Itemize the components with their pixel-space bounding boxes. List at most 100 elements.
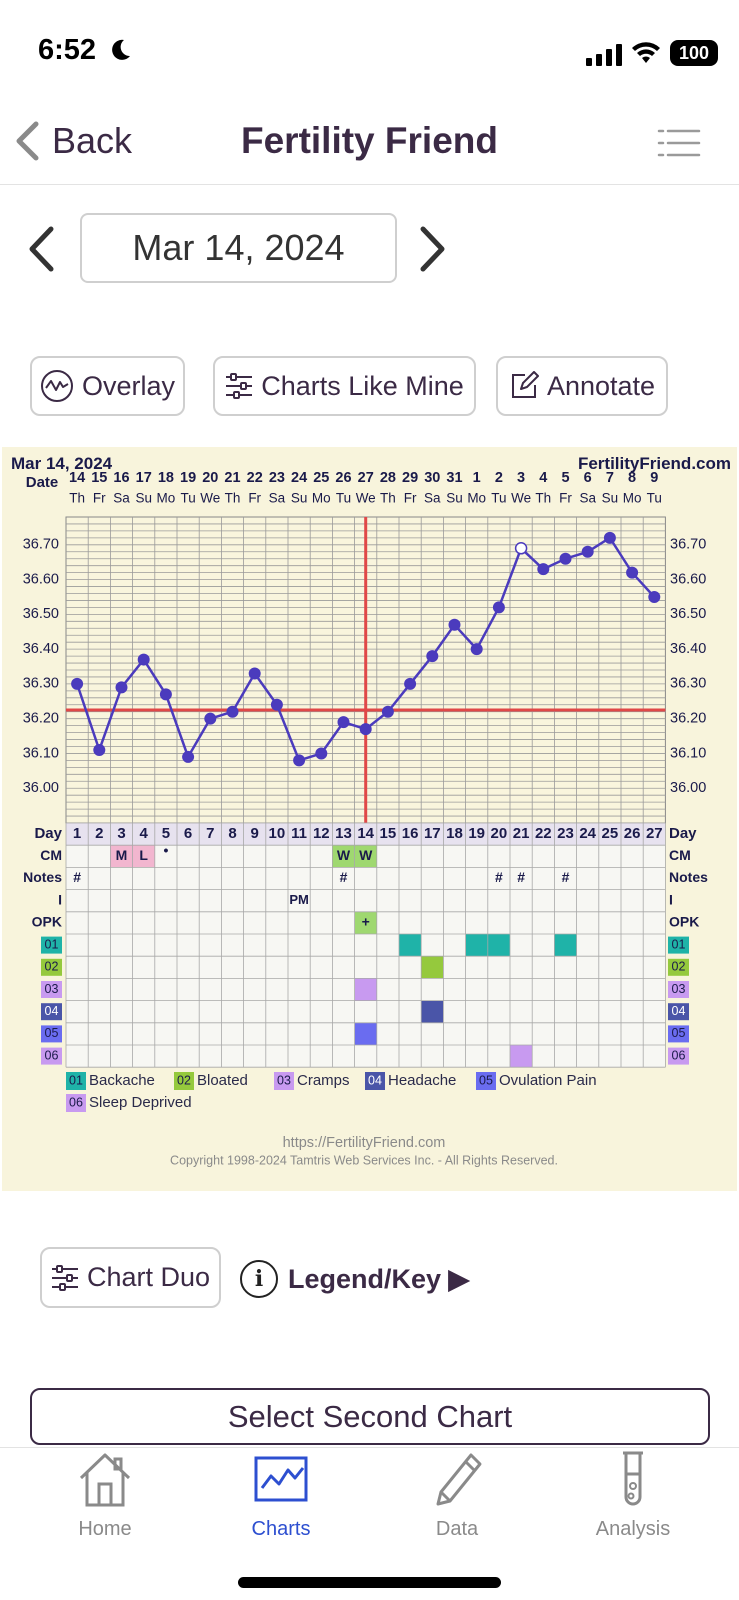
tab-data-label: Data: [435, 1518, 479, 1540]
legend-label: Bloated: [197, 1072, 248, 1089]
y-tick-label-left: 36.30: [23, 676, 59, 692]
date-label: 3: [517, 470, 525, 486]
date-row-label: Date: [26, 474, 59, 491]
charts-like-mine-button[interactable]: Charts Like Mine: [213, 356, 476, 416]
menu-icon[interactable]: [657, 128, 701, 158]
charts-like-mine-label: Charts Like Mine: [261, 370, 464, 401]
date-label: 28: [380, 470, 396, 486]
y-tick-label-left: 36.60: [23, 571, 59, 587]
day-number: 6: [184, 825, 192, 842]
row-label-right: 02: [672, 960, 686, 974]
symptom-cell: [399, 934, 422, 957]
row-label-right: 04: [672, 1004, 686, 1018]
legend-code: 02: [177, 1073, 191, 1087]
temperature-point: [137, 653, 150, 666]
row-label-left: 02: [45, 960, 59, 974]
previous-date-button[interactable]: [26, 226, 56, 272]
y-tick-label-right: 36.60: [670, 571, 706, 587]
legend-swatch: [66, 1094, 86, 1112]
select-second-chart-button[interactable]: Select Second Chart: [30, 1388, 710, 1445]
day-number: 15: [380, 825, 397, 842]
annotate-button[interactable]: Annotate: [496, 356, 668, 416]
y-tick-label-left: 36.20: [23, 711, 59, 727]
date-label: 18: [158, 470, 174, 486]
symptom-code-badge-right: [668, 958, 689, 976]
annotate-label: Annotate: [546, 370, 656, 401]
day-number: 23: [557, 825, 574, 842]
chart-duo-button[interactable]: Chart Duo: [40, 1247, 221, 1308]
legend-code: 01: [69, 1073, 83, 1087]
row-label-left: 06: [45, 1048, 59, 1062]
symptom-code-badge-left: [41, 936, 62, 954]
temperature-point: [226, 705, 239, 718]
status-time: 6:52: [38, 34, 97, 66]
date-label: 20: [202, 470, 218, 486]
weekday-label: Sa: [113, 491, 130, 506]
date-label: 4: [539, 470, 547, 486]
day-number: 20: [491, 825, 508, 842]
row-label-left: OPK: [32, 914, 62, 930]
day-number: 24: [579, 825, 596, 842]
legend-label: Backache: [89, 1072, 155, 1089]
temperature-point: [159, 688, 172, 701]
back-button[interactable]: Back: [14, 120, 132, 162]
legend-label: Sleep Deprived: [89, 1094, 192, 1111]
legend-key-button[interactable]: i Legend/Key ▶: [240, 1260, 469, 1298]
note-marker: #: [495, 869, 503, 885]
nav-divider: [0, 184, 739, 185]
tab-home[interactable]: Home: [13, 1450, 197, 1560]
temperature-point: [648, 590, 661, 603]
row-label-right: 03: [672, 982, 686, 996]
symptom-code-badge-right: [668, 936, 689, 954]
cm-cell: [132, 845, 155, 868]
legend-swatch: [66, 1072, 86, 1090]
weekday-label: Th: [380, 491, 396, 506]
day-number: 19: [468, 825, 485, 842]
y-tick-label-right: 36.50: [670, 606, 706, 622]
weekday-label: Sa: [424, 491, 441, 506]
y-tick-label-right: 36.30: [670, 676, 706, 692]
row-label-right: 06: [672, 1048, 686, 1062]
legend-label: Ovulation Pain: [499, 1072, 597, 1089]
date-label: 25: [313, 470, 329, 486]
edit-icon: [511, 371, 539, 398]
overlay-button[interactable]: Overlay: [30, 356, 185, 416]
day-number: 17: [424, 825, 441, 842]
y-tick-label-right: 36.10: [670, 745, 706, 761]
battery-indicator: 100: [670, 40, 718, 66]
date-label: 15: [91, 470, 107, 486]
y-tick-label-left: 36.10: [23, 745, 59, 761]
row-label-right: I: [669, 891, 673, 907]
tab-analysis[interactable]: Analysis: [541, 1450, 725, 1560]
tab-charts[interactable]: Charts: [189, 1450, 373, 1560]
day-number: 11: [291, 825, 307, 842]
legend-label: Headache: [388, 1072, 456, 1089]
weekday-label: Tu: [491, 491, 506, 506]
row-label-left: 03: [45, 982, 59, 996]
info-icon: i: [240, 1260, 278, 1298]
row-label-left: I: [58, 891, 62, 907]
row-label-right: 01: [672, 937, 686, 951]
next-date-button[interactable]: [418, 226, 448, 272]
home-indicator: [238, 1577, 501, 1588]
symptom-cell: [421, 1000, 444, 1023]
temperature-point: [204, 712, 217, 725]
date-field[interactable]: Mar 14, 2024: [80, 213, 397, 283]
test-tube-icon: [623, 1451, 643, 1506]
day-number: 3: [117, 825, 125, 842]
day-number: 26: [624, 825, 641, 842]
legend-swatch: [174, 1072, 194, 1090]
chart-header-date: Mar 14, 2024: [11, 454, 113, 473]
tab-data[interactable]: Data: [365, 1450, 549, 1560]
cm-cell: [110, 845, 133, 868]
day-number: 9: [251, 825, 259, 842]
legend-code: 03: [277, 1073, 291, 1087]
weekday-label: Th: [535, 491, 551, 506]
pencil-icon: [436, 1453, 482, 1506]
symptom-cell: [354, 978, 377, 1001]
legend-code: 06: [69, 1095, 83, 1109]
symptom-code-badge-left: [41, 958, 62, 976]
day-number: 16: [402, 825, 419, 842]
signal-icon: [586, 44, 622, 66]
y-tick-label-right: 36.00: [670, 780, 706, 796]
